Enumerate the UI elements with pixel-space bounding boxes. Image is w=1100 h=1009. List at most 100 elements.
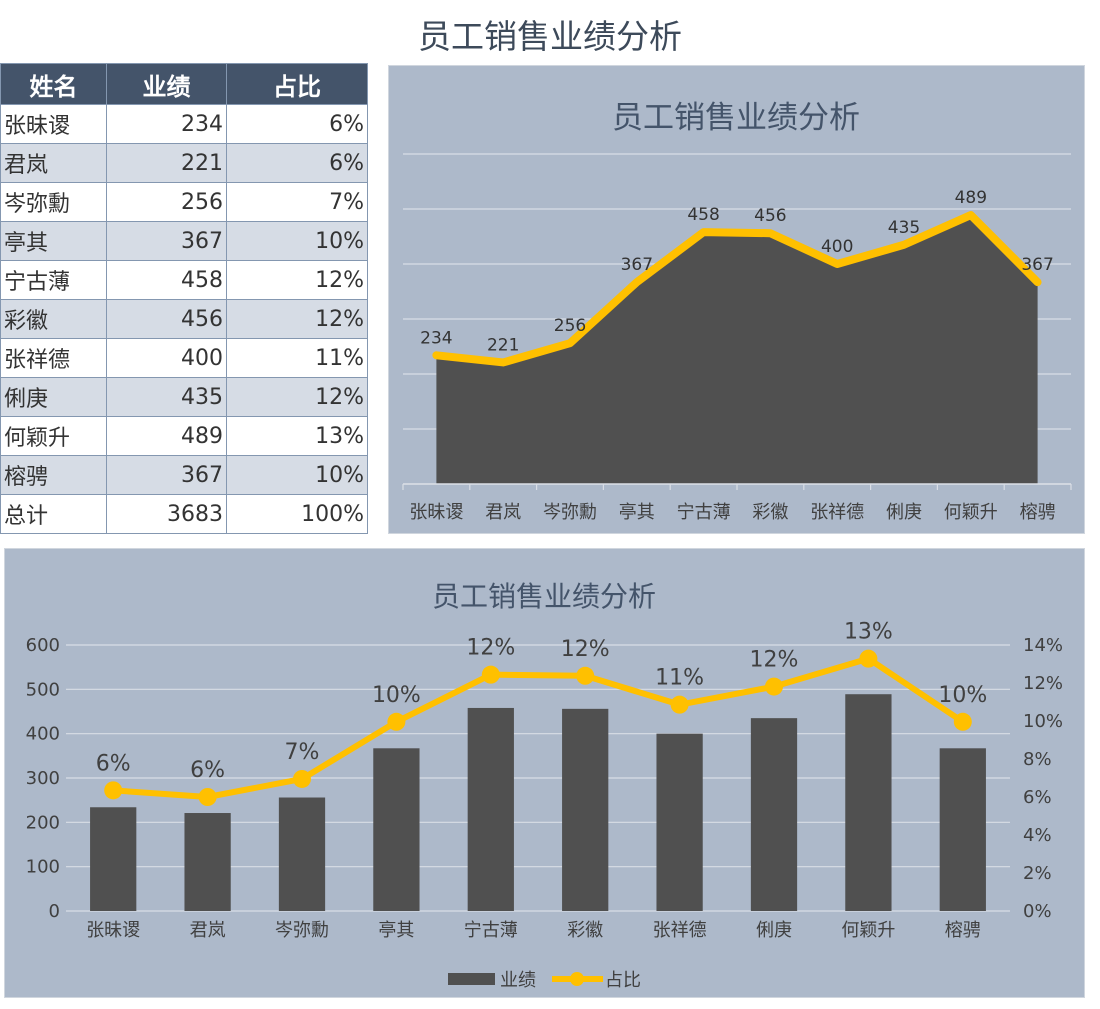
y-tick-label: 600 — [26, 635, 60, 656]
data-label: 12% — [561, 637, 610, 662]
pct-cell: 11% — [226, 338, 368, 378]
combo-chart: 员工销售业绩分析 0 100 200 300 400 500 600 0% 2% 4% 6% 8% 10%… — [26, 580, 1063, 991]
table-row: 宁古薄 458 12% — [0, 260, 368, 300]
data-label: 458 — [687, 205, 719, 225]
x-tick-label: 彩徽 — [567, 920, 603, 941]
data-label: 456 — [754, 206, 786, 226]
bar — [750, 718, 798, 911]
table-row: 榕骋 367 10% — [0, 455, 368, 495]
pct-marker — [293, 769, 311, 788]
table-row: 俐庚 435 12% — [0, 377, 368, 417]
bar — [90, 807, 137, 911]
data-label: 234 — [420, 328, 452, 348]
x-tick-label: 张祥德 — [810, 502, 864, 523]
data-label: 12% — [750, 648, 799, 673]
pct-marker — [198, 788, 217, 806]
sales-cell: 489 — [106, 416, 227, 456]
y-tick-label: 400 — [26, 724, 60, 745]
page-title: 员工销售业绩分析 — [418, 17, 682, 56]
sales-cell: 367 — [106, 221, 227, 261]
x-tick-label: 张昧谡 — [86, 920, 140, 941]
data-label: 6% — [96, 751, 131, 776]
area-line-series — [432, 211, 1042, 367]
name-cell: 总计 — [0, 494, 107, 534]
sales-table: 姓名 业绩 占比 张昧谡 234 6% 君岚 221 6% 岑弥勳 256 7% 亭其 367 10%… — [0, 63, 368, 534]
x-tick-label: 宁古薄 — [464, 920, 518, 941]
name-cell: 何颖升 — [0, 416, 107, 456]
sales-cell: 3683 — [106, 494, 227, 534]
y-tick-label: 200 — [26, 812, 60, 833]
y-tick-label: 300 — [26, 768, 60, 789]
area-chart: 员工销售业绩分析 234 221 256 367 458 456 400 435 489 367 张昧… — [402, 100, 1072, 523]
sales-cell: 256 — [106, 182, 227, 222]
x-tick-label: 彩徽 — [752, 502, 788, 523]
pct-cell: 6% — [226, 143, 368, 183]
area-chart-panel[interactable]: 员工销售业绩分析 234 221 256 367 458 456 400 435 489 367 张昧… — [388, 65, 1085, 534]
x-tick-label: 君岚 — [485, 502, 521, 523]
data-label: 256 — [554, 316, 586, 336]
bar — [656, 733, 703, 911]
name-cell: 君岚 — [0, 143, 107, 183]
x-tick-label: 亭其 — [619, 502, 655, 523]
pct-cell: 7% — [226, 182, 368, 222]
bar — [939, 748, 986, 911]
y-tick-label: 500 — [26, 679, 60, 700]
pct-cell: 12% — [226, 299, 368, 339]
legend: 业绩 占比 — [448, 970, 641, 991]
x-tick-label: 张祥德 — [653, 920, 707, 941]
pct-marker — [670, 695, 689, 714]
x-tick-label: 俐庚 — [756, 920, 792, 941]
y2-tick-label: 10% — [1023, 711, 1063, 732]
pct-cell: 12% — [226, 377, 368, 417]
table-row: 张祥德 400 11% — [0, 338, 368, 378]
legend-label-pct: 占比 — [605, 970, 641, 991]
data-label: 367 — [621, 255, 653, 275]
pct-cell: 100% — [226, 494, 368, 534]
y2-tick-label: 0% — [1023, 901, 1052, 922]
sales-cell: 435 — [106, 377, 227, 417]
x-tick-label: 榕骋 — [945, 920, 981, 941]
pct-marker — [104, 781, 123, 800]
bar — [467, 707, 514, 911]
pct-marker — [481, 665, 500, 684]
name-cell: 宁古薄 — [0, 260, 107, 300]
pct-cell: 6% — [226, 104, 368, 144]
table-row: 何颖升 489 13% — [0, 416, 368, 456]
legend-marker-pct — [570, 972, 584, 986]
table-row: 亭其 367 10% — [0, 221, 368, 261]
combo-chart-panel[interactable]: 员工销售业绩分析 0 100 200 300 400 500 600 0% 2% 4% 6% 8% 10%… — [4, 548, 1085, 998]
name-cell: 俐庚 — [0, 377, 107, 417]
sales-cell: 367 — [106, 455, 227, 495]
x-tick-label: 宁古薄 — [677, 502, 731, 523]
y-tick-label: 0 — [49, 901, 60, 922]
data-label: 12% — [466, 636, 515, 661]
pct-cell: 13% — [226, 416, 368, 456]
sales-cell: 221 — [106, 143, 227, 183]
table-row: 彩徽 456 12% — [0, 299, 368, 339]
sales-cell: 458 — [106, 260, 227, 300]
bar — [845, 694, 892, 911]
x-tick-label: 张昧谡 — [409, 502, 463, 523]
table-row: 岑弥勳 256 7% — [0, 182, 368, 222]
x-tick-label: 岑弥勳 — [275, 920, 329, 941]
data-label: 435 — [888, 218, 920, 238]
header-pct: 占比 — [226, 63, 368, 105]
legend-label-sales: 业绩 — [500, 970, 536, 991]
table-header-row: 姓名 业绩 占比 — [0, 63, 368, 105]
table-row: 张昧谡 234 6% — [0, 104, 368, 144]
bar — [184, 813, 231, 911]
sales-cell: 456 — [106, 299, 227, 339]
bar — [373, 748, 420, 911]
data-label: 400 — [821, 237, 853, 257]
sales-cell: 400 — [106, 338, 227, 378]
pct-marker — [576, 666, 595, 685]
pct-cell: 10% — [226, 221, 368, 261]
y2-tick-label: 4% — [1023, 825, 1052, 846]
pct-cell: 10% — [226, 455, 368, 495]
name-cell: 张昧谡 — [0, 104, 107, 144]
combo-chart-title: 员工销售业绩分析 — [432, 580, 656, 613]
y2-tick-label: 14% — [1023, 635, 1063, 656]
data-label: 11% — [655, 666, 704, 691]
data-label: 7% — [285, 740, 320, 765]
header-sales: 业绩 — [106, 63, 227, 105]
